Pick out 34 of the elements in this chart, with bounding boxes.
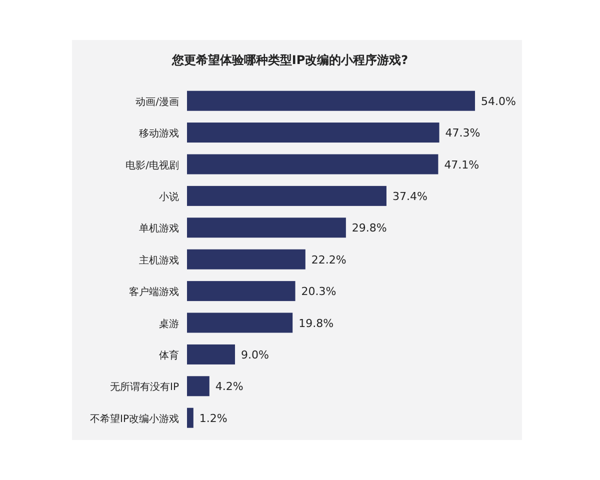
data-label: 29.8% — [352, 222, 387, 235]
y-tick-label: 移动游戏 — [139, 128, 179, 140]
data-label: 22.2% — [311, 253, 346, 266]
bar — [187, 186, 386, 206]
chart-title: 您更希望体验哪种类型IP改编的小程序游戏? — [170, 53, 408, 67]
y-tick-label: 客户端游戏 — [129, 286, 179, 298]
y-tick-label: 动画/漫画 — [136, 96, 179, 108]
y-tick-label: 体育 — [159, 349, 179, 362]
data-label: 1.2% — [199, 412, 228, 425]
bar — [187, 281, 296, 302]
bar — [187, 218, 346, 238]
bar — [187, 90, 475, 111]
y-tick-label: 桌游 — [159, 318, 179, 330]
data-label: 47.1% — [444, 158, 480, 172]
y-tick-label: 电影/电视剧 — [126, 159, 179, 172]
y-tick-label: 主机游戏 — [139, 254, 179, 266]
bar — [187, 376, 210, 396]
y-tick-label: 无所谓有没有IP — [110, 381, 179, 394]
y-tick-label: 单机游戏 — [139, 222, 179, 235]
data-label: 54.0% — [481, 94, 516, 108]
y-tick-label: 不希望IP改编小游戏 — [90, 412, 179, 425]
y-tick-label: 小说 — [159, 190, 179, 203]
data-label: 47.3% — [445, 126, 480, 140]
bar — [187, 122, 440, 143]
bar — [187, 344, 235, 364]
data-label: 19.8% — [298, 316, 334, 330]
data-label: 37.4% — [392, 190, 428, 203]
data-label: 9.0% — [241, 348, 269, 362]
data-label: 4.2% — [215, 380, 244, 394]
bar — [187, 249, 306, 270]
data-label: 20.3% — [301, 285, 336, 298]
bar — [187, 408, 194, 428]
bar — [187, 154, 438, 174]
bar — [187, 312, 293, 333]
